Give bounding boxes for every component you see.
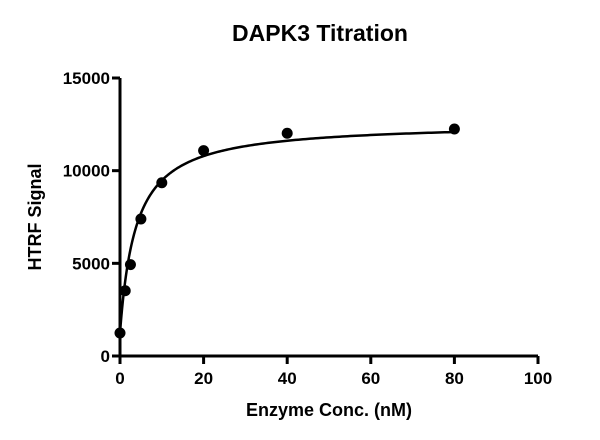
chart-title: DAPK3 Titration	[232, 20, 408, 46]
x-tick-label: 0	[115, 369, 124, 388]
data-point	[114, 327, 126, 339]
x-tick-label: 40	[278, 369, 297, 388]
data-point	[198, 145, 210, 157]
y-tick-label: 15000	[63, 69, 110, 88]
x-tick-label: 60	[361, 369, 380, 388]
x-axis-label: Enzyme Conc. (nM)	[246, 400, 412, 420]
y-tick-label: 0	[101, 347, 110, 366]
y-tick-label: 5000	[72, 254, 110, 273]
data-point	[156, 177, 168, 189]
data-point	[124, 259, 136, 271]
data-points	[114, 123, 460, 339]
y-axis-label: HTRF Signal	[25, 164, 45, 271]
data-point	[448, 123, 460, 135]
data-point	[119, 285, 131, 297]
x-tick-label: 20	[194, 369, 213, 388]
fit-curve	[118, 130, 455, 334]
x-tick-label: 80	[445, 369, 464, 388]
axes: 0 5000 10000 15000 0 20 40 60 80 100	[63, 69, 552, 388]
x-tick-label: 100	[524, 369, 552, 388]
y-tick-label: 10000	[63, 162, 110, 181]
data-point	[135, 213, 147, 225]
data-point	[281, 127, 293, 139]
